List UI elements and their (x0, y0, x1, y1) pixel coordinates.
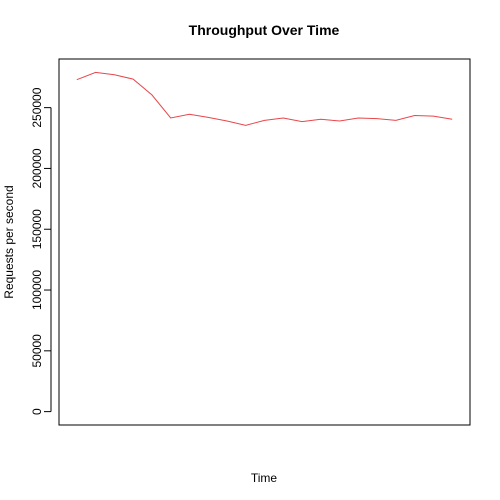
plot-frame (58, 58, 471, 426)
y-tick-label: 100000 (30, 270, 44, 310)
chart-title: Throughput Over Time (189, 22, 340, 38)
series-layer (76, 71, 453, 126)
series-line (76, 71, 453, 126)
y-tick-label: 150000 (30, 209, 44, 249)
x-axis-label: Time (251, 471, 278, 485)
y-tick-label: 50000 (30, 334, 44, 368)
y-tick-label: 0 (30, 408, 44, 415)
y-tick-label: 200000 (30, 148, 44, 188)
y-axis: 0 50000 100000 150000 200000 250000 (30, 87, 52, 415)
y-tick-label: 250000 (30, 87, 44, 127)
y-axis-label: Requests per second (2, 185, 16, 298)
